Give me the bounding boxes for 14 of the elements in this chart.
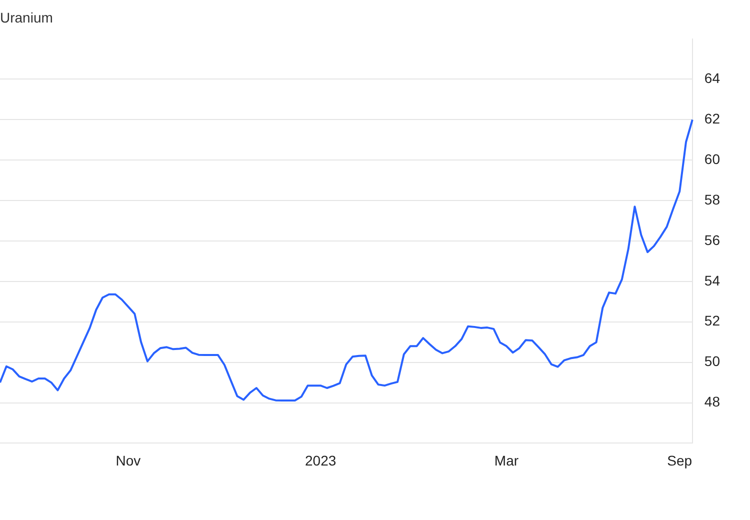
x-tick-label: 2023 [304,452,336,468]
x-tick-label: Mar [494,452,519,468]
y-tick-label: 64 [704,70,720,86]
x-tick-label: Sep [667,452,692,468]
y-tick-label: 50 [704,353,720,370]
y-tick-label: 54 [704,272,720,288]
y-tick-label: 56 [704,232,720,248]
y-tick-label: 52 [704,312,720,329]
y-tick-label: 60 [704,150,720,167]
y-tick-label: 48 [704,394,720,410]
y-tick-label: 58 [704,191,720,208]
x-tick-label: Nov [116,452,141,468]
y-tick-label: 62 [704,110,720,127]
chart-title: Uranium [0,9,53,26]
